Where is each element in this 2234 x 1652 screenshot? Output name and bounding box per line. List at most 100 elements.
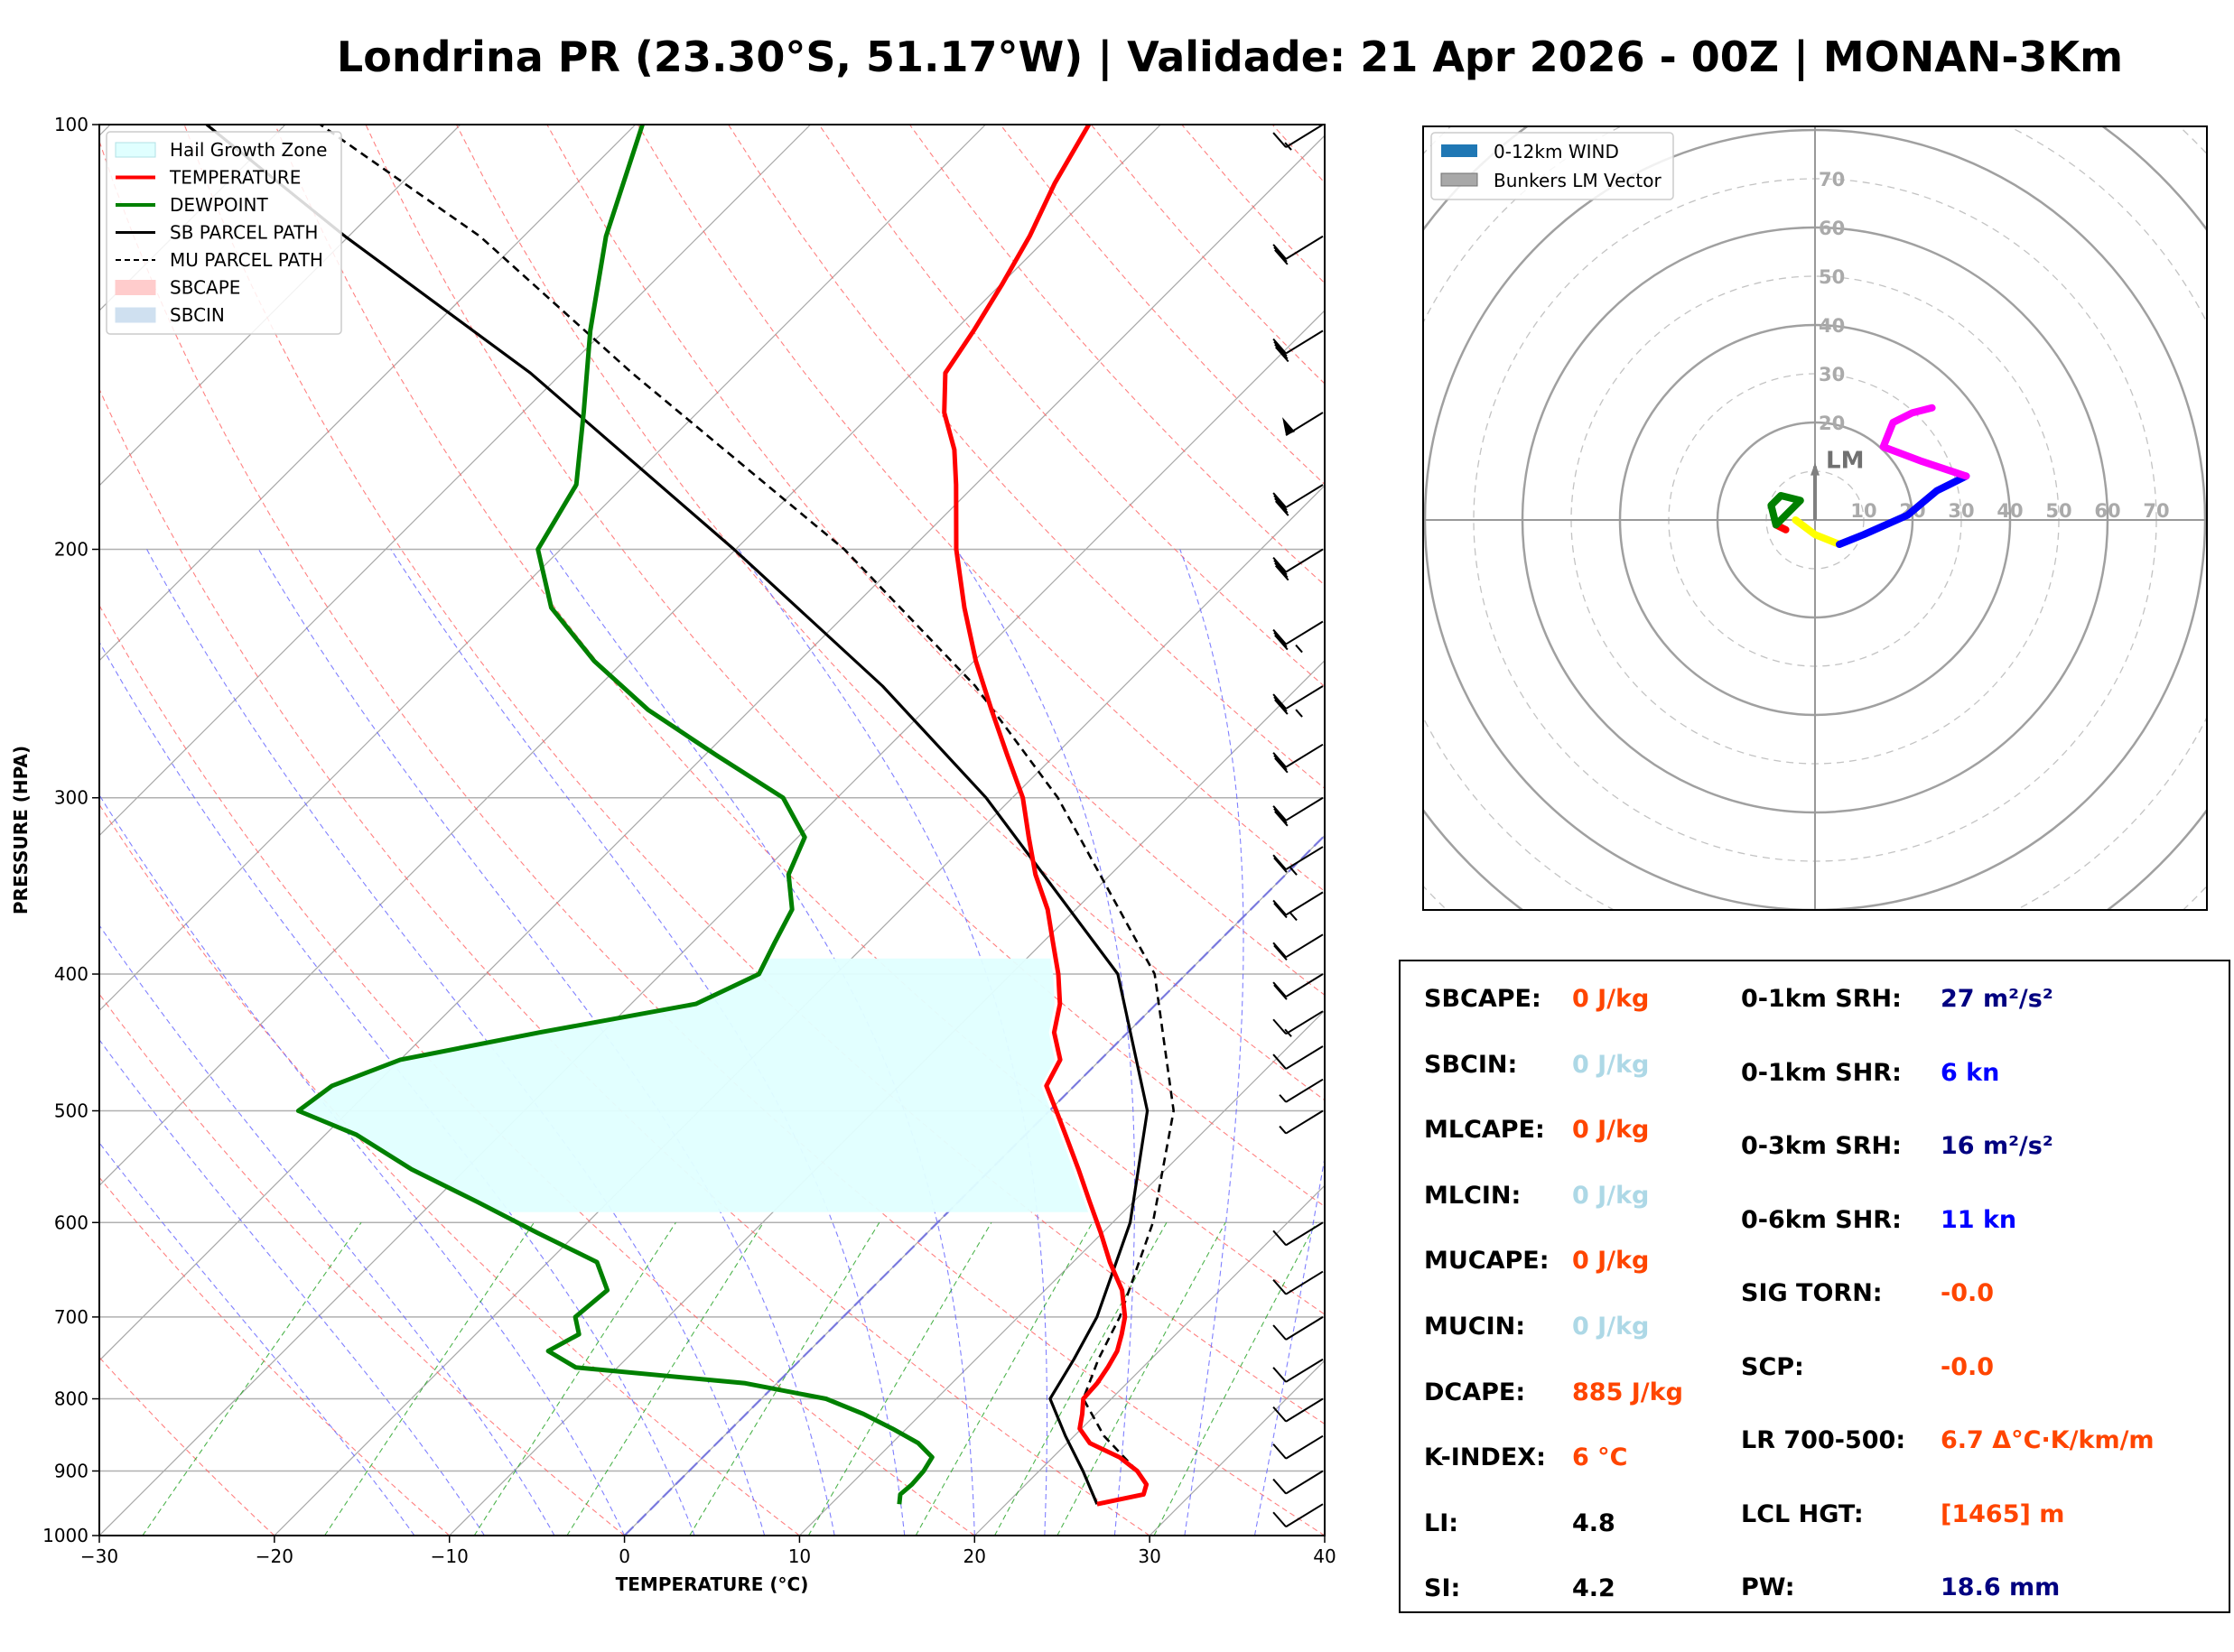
mixing-ratio-line	[689, 1222, 880, 1536]
moist-adiabat	[738, 549, 1048, 1536]
isotherm-line	[99, 135, 1325, 1361]
wind-barb	[1272, 796, 1324, 827]
parameters-panel: SBCAPE: 0 J/kg SBCIN: 0 J/kg MLCAPE: 0 J/kg ML…	[1399, 960, 2230, 1613]
skewt-legend: Hail Growth Zone TEMPERATURE DEWPOINT SB PA…	[106, 131, 342, 335]
wind-barb	[1272, 685, 1324, 718]
skewt-frame	[98, 124, 1326, 1536]
sb-parcel-path-line	[205, 125, 1150, 1505]
moist-adiabat	[1324, 1533, 1325, 1536]
param-label: SBCIN:	[1424, 1050, 1518, 1079]
y-tick-label: 100	[54, 114, 88, 135]
legend-label: Bunkers LM Vector	[1494, 170, 1662, 191]
y-tick-label: 600	[54, 1211, 88, 1233]
dry-adiabat	[365, 125, 1325, 1208]
wind-barb	[1272, 1434, 1324, 1460]
mixing-ratio-line	[1153, 1222, 1317, 1536]
y-tick-label: 200	[54, 539, 88, 561]
wind-barb	[1272, 484, 1324, 516]
dry-adiabat	[637, 125, 1325, 893]
param-label: 0-6km SHR:	[1741, 1205, 1902, 1234]
isotherm-line	[99, 310, 1325, 1536]
hodograph-segment	[1767, 492, 1804, 529]
y-tick-label: 400	[54, 963, 88, 985]
wind-barb	[1272, 1010, 1324, 1037]
moist-adiabat	[1179, 549, 1244, 1536]
param-value: 0 J/kg	[1572, 1181, 1650, 1210]
param-value: 4.2	[1572, 1574, 1615, 1603]
moist-adiabat	[99, 924, 555, 1536]
hodograph-segment	[1879, 404, 1970, 480]
hodograph-ring-dashed	[1473, 178, 2157, 862]
param-value: 0 J/kg	[1572, 1116, 1650, 1145]
mixing-ratio-line	[324, 1221, 535, 1536]
hodograph-ring-label-x: 30	[1948, 500, 1974, 522]
dry-adiabat	[99, 1176, 451, 1536]
y-tick-label: 300	[54, 787, 88, 809]
x-tick-label: 0	[619, 1545, 630, 1567]
param-label: MUCAPE:	[1424, 1247, 1550, 1276]
param-value: 27 m²/s²	[1941, 985, 2053, 1013]
legend-label: TEMPERATURE	[169, 167, 301, 189]
bunkers-lm-label: LM	[1826, 448, 1864, 475]
wind-barb	[1272, 235, 1324, 265]
wind-barb	[1272, 1221, 1324, 1247]
hodograph-ring-label-y: 70	[1819, 169, 1845, 190]
hodograph-ring-dashed	[1423, 126, 2207, 910]
dry-adiabat	[818, 125, 1325, 688]
dry-adiabat	[546, 125, 1325, 997]
hail-growth-zone	[298, 958, 1089, 1212]
moist-adiabat	[99, 794, 626, 1536]
hodograph-ring	[1618, 323, 2012, 717]
hodograph-ring-label-x: 20	[1899, 500, 1925, 522]
bunkers-lm-arrowhead	[1810, 462, 1820, 476]
wind-barb	[1279, 1078, 1324, 1103]
param-label: LI:	[1424, 1508, 1459, 1537]
hodograph-ring-dashed	[1717, 422, 1913, 618]
x-tick-label: −30	[80, 1545, 118, 1567]
mixing-ratio-line	[142, 1221, 362, 1536]
y-tick-label: 700	[54, 1306, 88, 1328]
hodograph-ring-label-x: 50	[2045, 500, 2071, 522]
dry-adiabat	[99, 993, 625, 1536]
wind-barb	[1272, 743, 1324, 774]
hodograph-ring-dashed	[1619, 324, 2011, 716]
wind-barb	[1272, 1316, 1324, 1341]
y-tick-label: 500	[54, 1100, 88, 1121]
param-value: 885 J/kg	[1572, 1378, 1683, 1406]
legend-swatch	[1440, 172, 1478, 187]
param-label: 0-1km SHR:	[1741, 1058, 1902, 1087]
isotherm-line	[99, 125, 811, 837]
dry-adiabat	[728, 125, 1325, 790]
legend-label: MU PARCEL PATH	[170, 249, 323, 271]
param-value: 6.7 Δ°C·K/km/m	[1941, 1426, 2155, 1454]
hodograph-legend: 0-12km WIND Bunkers LM Vector	[1430, 132, 1674, 200]
param-label: 0-3km SRH:	[1741, 1132, 1902, 1160]
isotherm-line	[99, 125, 1161, 1187]
isotherm-line	[449, 659, 1325, 1536]
param-value: 0 J/kg	[1572, 1050, 1650, 1079]
dry-adiabat	[99, 803, 800, 1536]
hodograph-ring-dashed	[1522, 227, 2108, 813]
dry-adiabat	[275, 125, 1325, 1315]
wind-barb	[1272, 1503, 1324, 1528]
wind-barb	[1272, 620, 1324, 654]
dewpoint-line	[295, 125, 935, 1505]
param-label: K-INDEX:	[1424, 1443, 1546, 1472]
dry-adiabat	[455, 125, 1325, 1101]
param-value: 0 J/kg	[1572, 1313, 1650, 1341]
param-label: SI:	[1424, 1574, 1461, 1603]
y-tick-label: 900	[54, 1460, 88, 1481]
param-label: DCAPE:	[1424, 1378, 1526, 1406]
param-label: MUCIN:	[1424, 1313, 1526, 1341]
legend-swatch	[115, 280, 156, 295]
dry-adiabat	[1364, 125, 1382, 1536]
wind-barb	[1272, 973, 1324, 1000]
legend-swatch	[115, 307, 156, 323]
hodograph-ring-label-x: 40	[1997, 500, 2023, 522]
moist-adiabat	[146, 549, 766, 1536]
wind-barb	[1272, 1470, 1324, 1495]
mixing-ratio-line	[566, 1222, 764, 1536]
hodograph-ring-dashed	[1424, 129, 2206, 910]
mixing-ratio-line	[473, 1221, 676, 1536]
hodograph-ring	[1423, 126, 2207, 910]
